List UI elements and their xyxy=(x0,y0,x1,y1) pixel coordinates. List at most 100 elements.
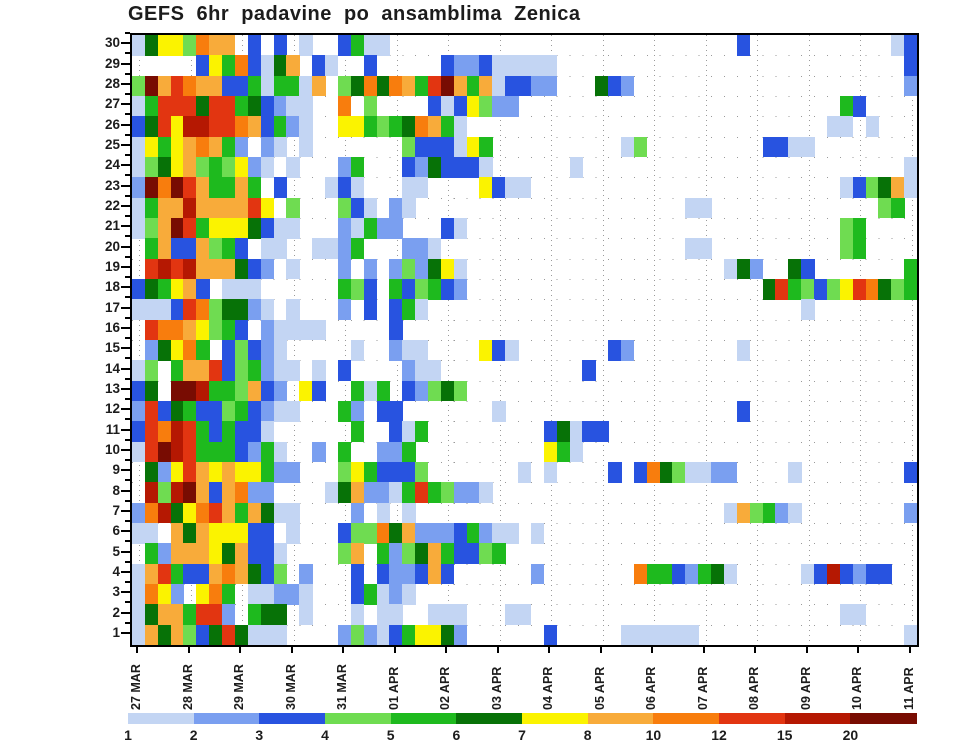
heatmap-cell xyxy=(518,75,532,97)
y-axis-tick xyxy=(121,530,130,533)
heatmap-cell xyxy=(427,75,442,97)
heatmap-cell xyxy=(402,624,416,646)
heatmap-cell xyxy=(222,462,236,483)
heatmap-cell xyxy=(286,584,300,605)
heatmap-cell xyxy=(350,35,365,56)
heatmap-cell xyxy=(839,218,854,239)
row-gridline xyxy=(132,238,917,240)
heatmap-cell xyxy=(466,75,480,97)
heatmap-cell xyxy=(157,482,172,504)
heatmap-cell xyxy=(402,279,416,300)
heatmap-cell xyxy=(260,462,275,483)
heatmap-cell xyxy=(904,279,918,300)
y-axis-tick xyxy=(121,265,130,268)
heatmap-cell xyxy=(209,401,223,422)
heatmap-cell xyxy=(170,462,184,483)
heatmap-cell xyxy=(891,279,905,300)
y-axis-label: 18 xyxy=(104,279,120,295)
heatmap-cell xyxy=(904,35,918,56)
day-gridline xyxy=(139,35,140,645)
heatmap-cell xyxy=(582,421,596,443)
heatmap-cell xyxy=(260,55,275,77)
heatmap-cell xyxy=(479,523,493,544)
heatmap-cell xyxy=(402,523,416,544)
heatmap-cell xyxy=(711,462,725,483)
heatmap-cell xyxy=(157,340,172,361)
heatmap-cell xyxy=(170,136,184,158)
heatmap-cell xyxy=(247,197,262,219)
heatmap-cell xyxy=(183,238,197,260)
heatmap-cell xyxy=(904,502,918,524)
heatmap-cell xyxy=(286,401,300,422)
heatmap-cell xyxy=(222,238,236,260)
heatmap-cell xyxy=(659,624,673,646)
heatmap-cell xyxy=(286,218,300,239)
y-axis-tick xyxy=(121,225,130,228)
heatmap-cell xyxy=(376,482,390,504)
colorbar-tick-label: 7 xyxy=(518,727,526,742)
heatmap-cell xyxy=(440,96,455,117)
heatmap-cell xyxy=(427,96,442,117)
heatmap-cell xyxy=(415,279,429,300)
y-axis-minor-tick xyxy=(125,72,130,75)
heatmap-cell xyxy=(749,258,764,280)
heatmap-cell xyxy=(247,441,262,463)
heatmap-cell xyxy=(183,401,197,422)
heatmap-cell xyxy=(363,96,377,117)
colorbar-tick-label: 3 xyxy=(255,727,264,742)
heatmap-cell xyxy=(350,279,365,300)
heatmap-cell xyxy=(865,177,879,199)
heatmap-cell xyxy=(608,340,622,361)
heatmap-cell xyxy=(839,96,854,117)
heatmap-cell xyxy=(222,197,236,219)
heatmap-cell xyxy=(337,360,352,382)
heatmap-cell xyxy=(440,279,455,300)
y-axis-tick xyxy=(121,204,130,207)
heatmap-cell xyxy=(234,55,249,77)
heatmap-cell xyxy=(247,299,262,321)
heatmap-cell xyxy=(904,55,918,77)
heatmap-cell xyxy=(453,482,468,504)
heatmap-cell xyxy=(132,502,146,524)
heatmap-cell xyxy=(273,35,287,56)
heatmap-cell xyxy=(672,563,686,585)
heatmap-cell xyxy=(222,55,236,77)
heatmap-cell xyxy=(350,75,365,97)
heatmap-cell xyxy=(389,279,403,300)
y-axis-tick xyxy=(121,631,130,634)
heatmap-cell xyxy=(222,604,236,626)
heatmap-cell xyxy=(685,238,699,260)
heatmap-cell xyxy=(234,462,249,483)
heatmap-cell xyxy=(440,157,455,178)
heatmap-cell xyxy=(839,177,854,199)
heatmap-cell xyxy=(170,340,184,361)
heatmap-cell xyxy=(904,624,918,646)
heatmap-cell xyxy=(209,258,223,280)
heatmap-cell xyxy=(209,238,223,260)
y-axis-tick xyxy=(121,550,130,553)
heatmap-cell xyxy=(363,380,377,402)
heatmap-cell xyxy=(209,604,223,626)
heatmap-cell xyxy=(234,502,249,524)
heatmap-cell xyxy=(286,462,300,483)
y-axis-label: 15 xyxy=(104,340,120,356)
heatmap-cell xyxy=(196,380,210,402)
heatmap-cell xyxy=(801,563,815,585)
heatmap-cell xyxy=(595,75,609,97)
y-axis-label: 21 xyxy=(104,218,120,234)
x-axis-label: 08 APR xyxy=(747,666,762,710)
heatmap-cell xyxy=(337,96,352,117)
heatmap-cell xyxy=(312,75,326,97)
heatmap-cell xyxy=(260,319,275,341)
colorbar-tick-label: 6 xyxy=(452,727,461,742)
heatmap-cell xyxy=(260,299,275,321)
heatmap-cell xyxy=(518,55,532,77)
heatmap-cell xyxy=(698,563,712,585)
heatmap-cell xyxy=(286,360,300,382)
heatmap-cell xyxy=(427,279,442,300)
row-gridline xyxy=(132,401,917,402)
heatmap-cell xyxy=(440,482,455,504)
heatmap-cell xyxy=(157,604,172,626)
heatmap-cell xyxy=(839,279,854,300)
heatmap-cell xyxy=(234,319,249,341)
